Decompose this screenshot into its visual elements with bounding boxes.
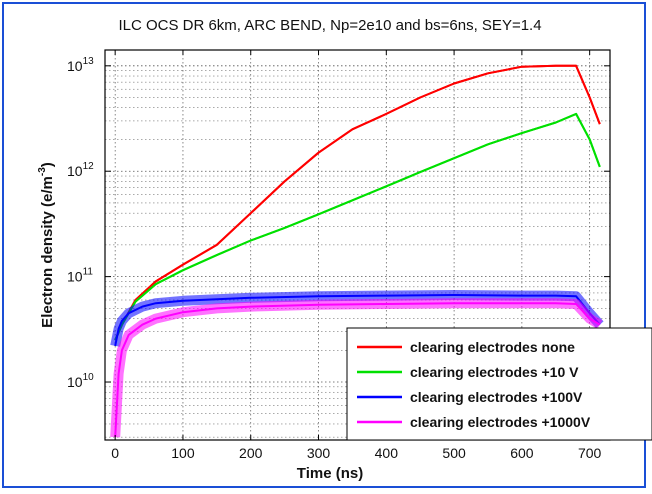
x-tick-label-7: 700 bbox=[578, 445, 602, 461]
x-tick-label-0: 0 bbox=[111, 445, 119, 461]
series-line-0 bbox=[114, 64, 601, 341]
x-tick-label-1: 100 bbox=[171, 445, 195, 461]
x-axis-label: Time (ns) bbox=[297, 465, 363, 482]
x-tick-label-6: 600 bbox=[510, 445, 534, 461]
y-tick-label-2: 1012 bbox=[67, 161, 94, 179]
legend-label-3: clearing electrodes +1000V bbox=[410, 414, 591, 430]
legend-label-2: clearing electrodes +100V bbox=[410, 389, 583, 405]
series-layer bbox=[110, 64, 604, 438]
legend-label-0: clearing electrodes none bbox=[410, 339, 575, 355]
legend: clearing electrodes none clearing electro… bbox=[346, 327, 652, 441]
series-line-2 bbox=[114, 294, 601, 347]
y-axis-label: Electron density (e/m-3) bbox=[37, 162, 56, 328]
chart-title: ILC OCS DR 6km, ARC BEND, Np=2e10 and bs… bbox=[118, 17, 541, 34]
y-tick-label-3: 1013 bbox=[67, 56, 94, 74]
series-line-3 bbox=[114, 302, 601, 438]
y-axis-label-main: Electron density (e/m bbox=[39, 176, 56, 328]
legend-label-1: clearing electrodes +10 V bbox=[410, 364, 579, 380]
x-tick-label-5: 500 bbox=[442, 445, 466, 461]
x-tick-label-4: 400 bbox=[375, 445, 399, 461]
x-axis-ticks: 0 100 200 300 400 500 600 700 bbox=[111, 50, 602, 461]
x-tick-label-3: 300 bbox=[307, 445, 331, 461]
y-tick-label-0: 1010 bbox=[67, 372, 94, 390]
y-axis-ticks: 1010 1011 1012 1013 bbox=[67, 56, 610, 390]
y-tick-label-1: 1011 bbox=[67, 267, 93, 285]
x-tick-label-2: 200 bbox=[239, 445, 263, 461]
series-line-1 bbox=[114, 112, 601, 341]
y-axis-label-exponent: -3 bbox=[37, 167, 48, 176]
y-axis-label-close: ) bbox=[39, 162, 56, 167]
